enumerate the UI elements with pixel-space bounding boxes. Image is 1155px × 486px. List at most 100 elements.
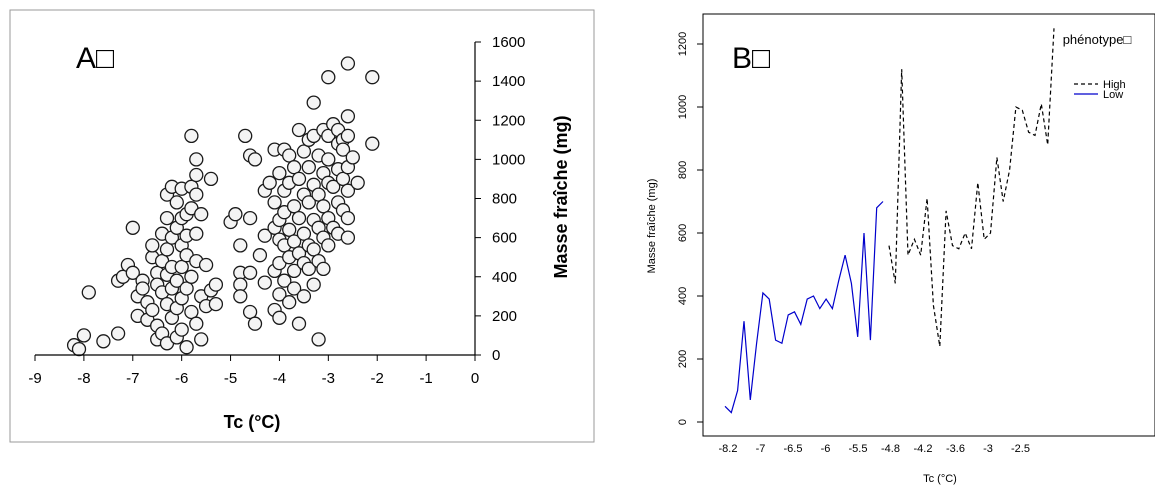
panel-a-y-axis-label: Masse fraîche (mg) [551, 115, 571, 278]
scatter-point [291, 210, 307, 226]
y-tick-label: 1600 [492, 34, 525, 51]
scatter-point [301, 195, 316, 210]
y-tick-label: 0 [677, 419, 689, 425]
x-tick-label: -5.5 [849, 443, 868, 455]
series-line-low [724, 201, 884, 414]
legend-title: phénotype□ [1063, 32, 1132, 47]
scatter-point [340, 210, 356, 226]
x-tick-label: -1 [419, 370, 432, 387]
scatter-point [301, 261, 316, 277]
scatter-point [321, 238, 336, 253]
scatter-point [169, 195, 184, 210]
scatter-point [291, 171, 307, 187]
x-tick-label: -7 [126, 370, 139, 387]
scatter-point [189, 316, 204, 331]
scatter-point [296, 226, 312, 241]
scatter-point [311, 187, 326, 202]
scatter-point [238, 128, 253, 144]
scatter-point [340, 230, 356, 245]
scatter-point [174, 322, 189, 337]
panel-b-y-ticks: 0 200 400 600 800 1000 1200 [677, 32, 703, 425]
x-tick-label: -3.6 [946, 443, 965, 455]
x-tick-label: -5 [224, 370, 237, 387]
scatter-point [316, 199, 331, 214]
scatter-point [340, 56, 356, 71]
scatter-point [184, 269, 199, 284]
scatter-point [282, 148, 297, 163]
scatter-point [311, 332, 326, 347]
scatter-point [326, 179, 341, 194]
panel-a-scatter: A□ -9 -8 -7 -6 -5 -4 -3 -2 -1 0 0 200 400 600 800 1000… [9, 9, 595, 443]
scatter-point [184, 304, 199, 320]
scatter-point [301, 160, 316, 175]
scatter-point [252, 248, 268, 263]
x-tick-label: -6 [821, 443, 831, 455]
scatter-point [159, 242, 175, 257]
scatter-point [179, 340, 194, 355]
y-tick-label: 600 [492, 230, 517, 247]
panel-a-x-axis-label: Tc (°C) [224, 412, 281, 432]
panel-b-line: B□ 0 200 400 600 800 1000 1200 -8.2 -7 -6.5 -6 -5.… [646, 13, 1155, 485]
scatter-point [247, 316, 263, 331]
panel-a-points [66, 56, 380, 357]
y-tick-label: 400 [492, 269, 517, 286]
scatter-point [208, 277, 224, 292]
x-tick-label: -2 [371, 370, 384, 387]
scatter-point [125, 220, 140, 235]
y-tick-label: 800 [492, 191, 517, 208]
x-tick-label: -4 [273, 370, 286, 387]
y-tick-label: 1000 [492, 151, 525, 168]
scatter-point [267, 195, 282, 210]
scatter-point [306, 242, 321, 257]
scatter-point [247, 152, 263, 167]
scatter-point [194, 207, 209, 222]
scatter-point [286, 199, 302, 214]
scatter-point [110, 326, 126, 341]
x-tick-label: -6 [175, 370, 188, 387]
y-tick-label: 1400 [492, 73, 525, 90]
scatter-point [179, 281, 194, 296]
x-tick-label: -3 [322, 370, 335, 387]
scatter-point [159, 210, 175, 226]
scatter-point [316, 261, 331, 277]
scatter-point [257, 275, 272, 290]
scatter-point [242, 210, 258, 226]
scatter-point [272, 165, 287, 181]
y-tick-label: 0 [492, 347, 500, 364]
scatter-point [291, 122, 307, 138]
x-tick-label: -7 [756, 443, 766, 455]
scatter-point [257, 228, 272, 243]
x-tick-label: -8 [77, 370, 90, 387]
scatter-point [306, 95, 321, 110]
scatter-point [242, 265, 258, 280]
panel-b-series [724, 28, 1055, 414]
scatter-point [184, 128, 199, 144]
scatter-point [145, 302, 160, 318]
scatter-point [277, 273, 292, 288]
scatter-point [291, 316, 307, 331]
x-tick-label: -6.5 [784, 443, 803, 455]
scatter-point [282, 222, 297, 237]
scatter-point [350, 175, 365, 190]
x-tick-label: -3 [983, 443, 993, 455]
scatter-point [286, 234, 302, 249]
scatter-point [169, 273, 184, 288]
panel-b-x-axis-label: Tc (°C) [923, 473, 957, 485]
scatter-point [174, 259, 189, 275]
scatter-point [125, 265, 140, 280]
x-tick-label: -8.2 [719, 443, 738, 455]
series-line-high [888, 28, 1055, 347]
y-tick-label: 1000 [677, 95, 689, 119]
y-tick-label: 800 [677, 161, 689, 179]
y-tick-label: 600 [677, 224, 689, 242]
x-tick-label: -4.8 [881, 443, 900, 455]
scatter-point [262, 175, 277, 190]
scatter-point [286, 281, 302, 296]
scatter-point [282, 295, 297, 310]
scatter-point [81, 285, 96, 300]
scatter-point [203, 171, 219, 187]
y-tick-label: 200 [492, 308, 517, 325]
legend-label-high: High [1103, 79, 1126, 91]
x-tick-label: -4.2 [914, 443, 933, 455]
